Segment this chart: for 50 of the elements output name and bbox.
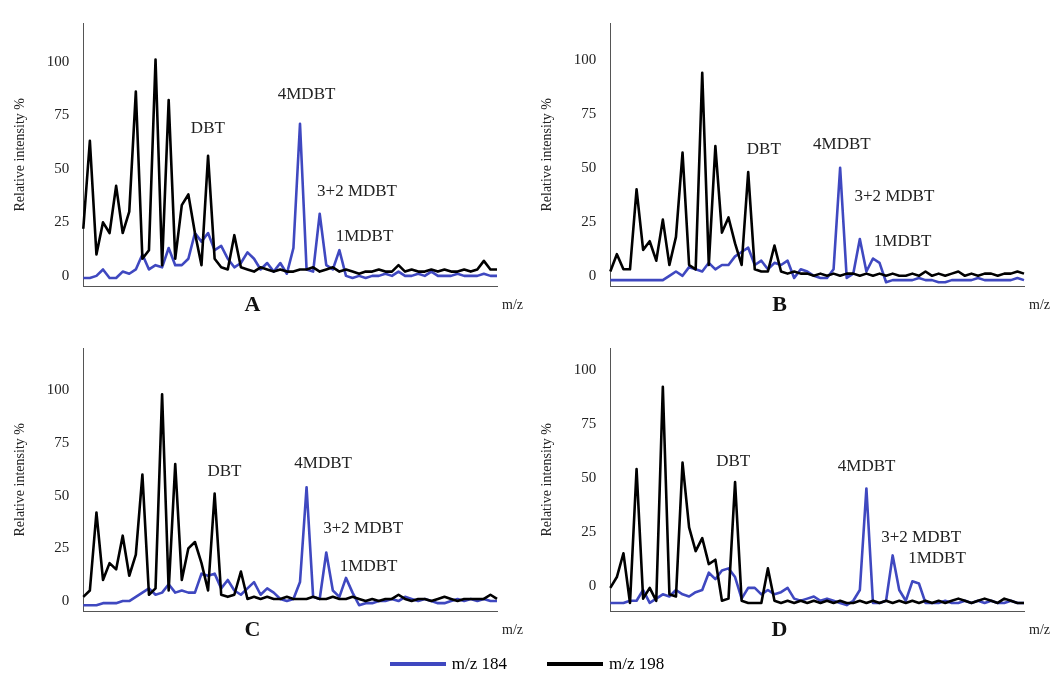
y-tick-label: 0 xyxy=(61,591,70,608)
y-tick-label: 0 xyxy=(61,266,70,283)
annotation: DBT xyxy=(207,461,243,481)
y-axis-title: Relative intensity % xyxy=(539,422,555,537)
y-axis-title: Relative intensity % xyxy=(539,97,555,212)
y-tick-label: 0 xyxy=(588,266,597,283)
y-tick-label: 50 xyxy=(54,486,70,503)
y-tick-label: 75 xyxy=(54,433,70,450)
annotation: 3+2 MDBT xyxy=(854,186,935,206)
legend-label: m/z 184 xyxy=(451,654,507,674)
annotation: 4MDBT xyxy=(277,83,336,103)
x-axis-title: m/z xyxy=(502,622,523,638)
y-tick-label: 100 xyxy=(573,360,597,377)
y-tick-label: 50 xyxy=(54,159,70,176)
y-tick-label: 50 xyxy=(581,468,597,485)
annotation: 4MDBT xyxy=(837,456,897,476)
y-tick-label: 50 xyxy=(581,158,597,175)
y-tick-label: 100 xyxy=(573,50,597,67)
y-tick-label: 75 xyxy=(581,104,597,121)
y-axis-title: Relative intensity % xyxy=(12,97,28,212)
annotation: 3+2 MDBT xyxy=(323,518,404,538)
x-axis-title: m/z xyxy=(1029,622,1050,638)
y-tick-label: 75 xyxy=(54,106,70,123)
text: C xyxy=(244,616,261,642)
annotation: 4MDBT xyxy=(813,133,872,153)
annotation: 1MDBT xyxy=(873,231,933,251)
y-tick-label: 25 xyxy=(54,213,70,230)
annotation: DBT xyxy=(746,139,782,158)
annotation: 4MDBT xyxy=(294,453,353,473)
text: B xyxy=(772,291,788,317)
y-tick-label: 100 xyxy=(46,381,70,398)
y-tick-label: 75 xyxy=(581,414,597,431)
y-tick-label: 25 xyxy=(54,539,70,556)
x-axis-title: m/z xyxy=(1029,297,1050,313)
y-axis-title: Relative intensity % xyxy=(12,422,28,537)
annotation: DBT xyxy=(190,117,226,137)
x-axis-title: m/z xyxy=(502,297,523,313)
annotation: 3+2 MDBT xyxy=(881,527,962,547)
annotation: 1MDBT xyxy=(908,548,967,568)
y-tick-label: 25 xyxy=(581,212,597,229)
annotation: DBT xyxy=(716,450,751,470)
y-tick-label: 0 xyxy=(588,576,597,593)
y-tick-label: 100 xyxy=(46,52,70,69)
text: D xyxy=(771,616,788,642)
annotation: 3+2 MDBT xyxy=(317,181,398,201)
legend-label: m/z 198 xyxy=(609,654,665,674)
annotation: 1MDBT xyxy=(339,556,399,576)
text: A xyxy=(244,291,261,317)
annotation: 1MDBT xyxy=(335,225,394,245)
y-tick-label: 25 xyxy=(581,522,597,539)
